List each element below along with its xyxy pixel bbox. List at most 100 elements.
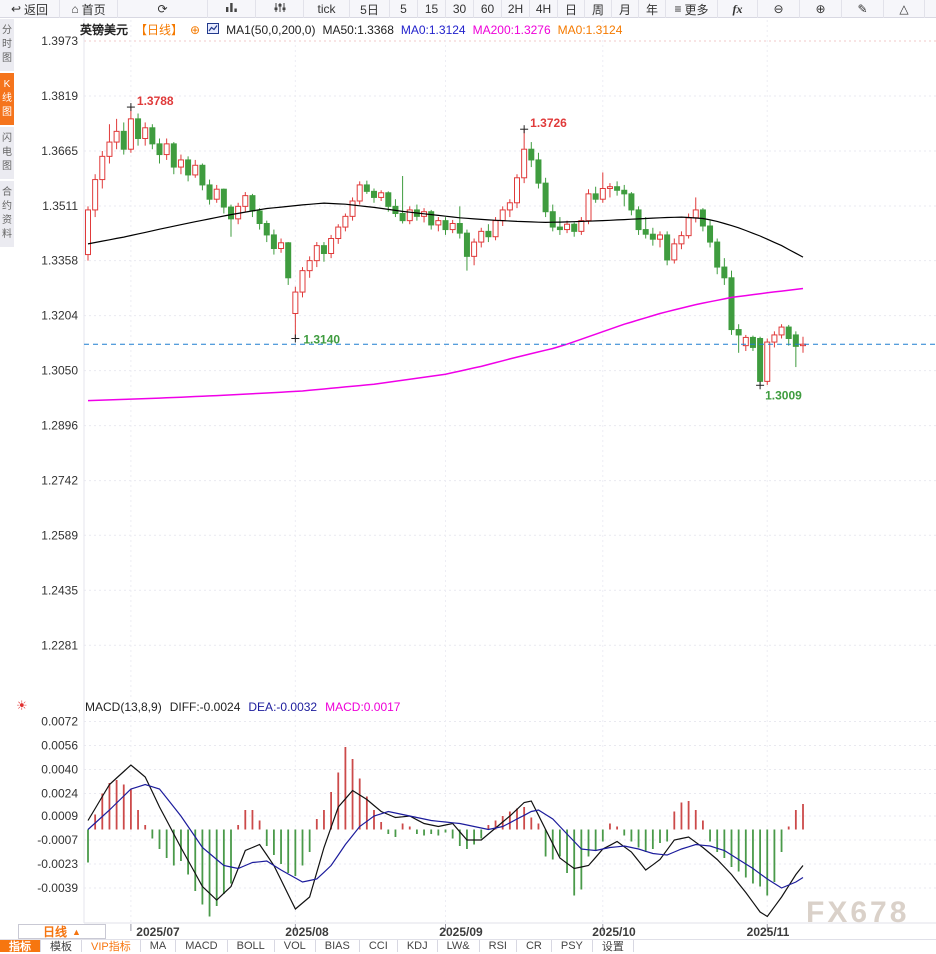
x-axis-label: 2025/08: [285, 925, 329, 939]
ma-settings-label: MA1(50,0,200,0): [226, 22, 316, 37]
back-arrow-icon: ↩: [10, 2, 22, 16]
svg-text:0.0040: 0.0040: [41, 763, 78, 777]
toolbar-h4-label: 4H: [535, 2, 552, 16]
toolbar-home-label: 首页: [81, 2, 106, 17]
toolbar-chart-type-button[interactable]: [208, 0, 256, 18]
toolbar-back-button[interactable]: ↩ 返回: [0, 0, 60, 18]
candlesticks[interactable]: [85, 107, 806, 386]
toolbar-month-button[interactable]: 月: [612, 0, 639, 18]
toolbar-shapes-button[interactable]: △: [884, 0, 925, 18]
svg-text:1.3358: 1.3358: [41, 254, 78, 268]
toolbar-m5-button[interactable]: 5: [390, 0, 418, 18]
toolbar-m15-button[interactable]: 15: [418, 0, 446, 18]
chart-header: 英镑美元 【日线】 ⊕ MA1(50,0,200,0) MA50:1.3368 …: [80, 21, 622, 38]
line-chart-icon: [207, 22, 220, 37]
svg-text:-0.0023: -0.0023: [37, 857, 78, 871]
toolbar-tick-button[interactable]: tick: [304, 0, 350, 18]
toolbar-m60-button[interactable]: 60: [474, 0, 502, 18]
tab-CR[interactable]: CR: [517, 940, 552, 952]
tab-VIP指标[interactable]: VIP指标: [82, 940, 141, 953]
toolbar-month-label: 月: [618, 2, 631, 17]
price-annotations: 1.3788 1.3726 1.3140 1.3009: [126, 94, 802, 402]
toolbar-home-button[interactable]: ⌂ 首页: [60, 0, 118, 18]
macd-params-and-diff: MACD(13,8,9): [85, 700, 162, 714]
toolbar-back-label: 返回: [24, 2, 49, 17]
sidebar-tab-闪电图[interactable]: 闪电图: [0, 127, 14, 179]
toolbar-5d-button[interactable]: 5日: [350, 0, 390, 18]
tab-LW&[interactable]: LW&: [438, 940, 480, 952]
indicator-settings-icon[interactable]: ☀: [16, 698, 28, 713]
toolbar-week-button[interactable]: 周: [585, 0, 612, 18]
svg-text:1.2435: 1.2435: [41, 583, 78, 597]
toolbar-m30-button[interactable]: 30: [446, 0, 474, 18]
svg-text:1.3204: 1.3204: [41, 309, 78, 323]
tab-MACD[interactable]: MACD: [176, 940, 228, 952]
tab-PSY[interactable]: PSY: [552, 940, 593, 952]
up-arrow-icon: ▲: [72, 926, 81, 937]
tab-BIAS[interactable]: BIAS: [316, 940, 360, 952]
toolbar-week-label: 周: [591, 2, 604, 17]
refresh-icon: ⟳: [157, 2, 168, 16]
toolbar-day-button[interactable]: 日: [558, 0, 585, 18]
menu-icon: ≡: [674, 2, 682, 16]
svg-text:1.3140: 1.3140: [303, 332, 340, 346]
toolbar-refresh-button[interactable]: ⟳: [118, 0, 208, 18]
toolbar-h4-button[interactable]: 4H: [530, 0, 558, 18]
toolbar-zoom-out-button[interactable]: ⊖: [758, 0, 800, 18]
sidebar-tab-分时图[interactable]: 分时图: [0, 19, 14, 71]
toolbar-draw-button[interactable]: ✎: [842, 0, 884, 18]
toolbar-tick-label: tick: [317, 2, 336, 16]
tab-指标[interactable]: 指标: [0, 940, 41, 953]
toolbar-year-label: 年: [645, 2, 658, 17]
tab-模板[interactable]: 模板: [41, 940, 82, 953]
x-axis-labels: 2025/07 2025/08 2025/09 2025/10 2025/11: [0, 925, 936, 939]
svg-text:1.3819: 1.3819: [41, 89, 78, 103]
ma200-value: MA200:1.3276: [472, 22, 551, 37]
toolbar-fx-button[interactable]: fx: [718, 0, 758, 18]
period-badge[interactable]: 【日线】: [135, 23, 184, 37]
macd-macd-value: MACD:0.0017: [325, 700, 401, 714]
moving-average-lines: [87, 202, 804, 402]
svg-text:1.3788: 1.3788: [137, 94, 174, 108]
sidebar-tab-合约资料[interactable]: 合约资料: [0, 181, 14, 247]
ma0-value-blue: MA0:1.3124: [400, 22, 466, 37]
tab-CCI[interactable]: CCI: [360, 940, 398, 952]
svg-text:1.2742: 1.2742: [41, 474, 78, 488]
tab-RSI[interactable]: RSI: [480, 940, 517, 952]
svg-text:-0.0039: -0.0039: [37, 881, 78, 895]
svg-text:1.2589: 1.2589: [41, 528, 78, 542]
plus-circle-icon[interactable]: ⊕: [190, 22, 201, 37]
macd-diff-value: DIFF:-0.0024: [169, 700, 241, 714]
x-axis-label: 2025/10: [592, 925, 636, 939]
tab-BOLL[interactable]: BOLL: [228, 940, 275, 952]
top-toolbar: ↩ 返回 ⌂ 首页 ⟳ tick 5日 5 15 30 60 2H 4H 日周月年 ≡ 更多 fx ⊖ ⊕ ✎ △: [0, 0, 936, 18]
tab-MA[interactable]: MA: [141, 940, 177, 952]
toolbar-indicator-panel-button[interactable]: [256, 0, 304, 18]
toolbar-h2-label: 2H: [507, 2, 524, 16]
toolbar-h2-button[interactable]: 2H: [502, 0, 530, 18]
toolbar-year-button[interactable]: 年: [639, 0, 666, 18]
toolbar-fx-label: fx: [732, 1, 743, 16]
zoom-in-icon: ⊕: [815, 2, 826, 16]
toolbar-m15-label: 15: [424, 2, 439, 16]
symbol-name: 英镑美元: [80, 23, 129, 37]
svg-text:1.3973: 1.3973: [41, 34, 78, 48]
macd-dea-value: DEA:-0.0032: [248, 700, 318, 714]
x-axis-label: 2025/07: [136, 925, 180, 939]
tab-VOL[interactable]: VOL: [275, 940, 316, 952]
svg-text:0.0072: 0.0072: [41, 715, 78, 729]
svg-text:-0.0007: -0.0007: [37, 833, 78, 847]
ma50-value: MA50:1.3368: [322, 22, 394, 37]
period-selector[interactable]: 日线 ▲: [18, 924, 106, 939]
toolbar-more-button[interactable]: ≡ 更多: [666, 0, 718, 18]
tab-设置[interactable]: 设置: [593, 940, 634, 953]
macd-pane[interactable]: [87, 747, 804, 918]
zoom-out-icon: ⊖: [773, 2, 784, 16]
tab-KDJ[interactable]: KDJ: [398, 940, 438, 952]
toolbar-day-label: 日: [564, 2, 577, 17]
toolbar-m5-label: 5: [400, 2, 407, 16]
toolbar-more-label: 更多: [684, 2, 709, 17]
toolbar-zoom-in-button[interactable]: ⊕: [800, 0, 842, 18]
